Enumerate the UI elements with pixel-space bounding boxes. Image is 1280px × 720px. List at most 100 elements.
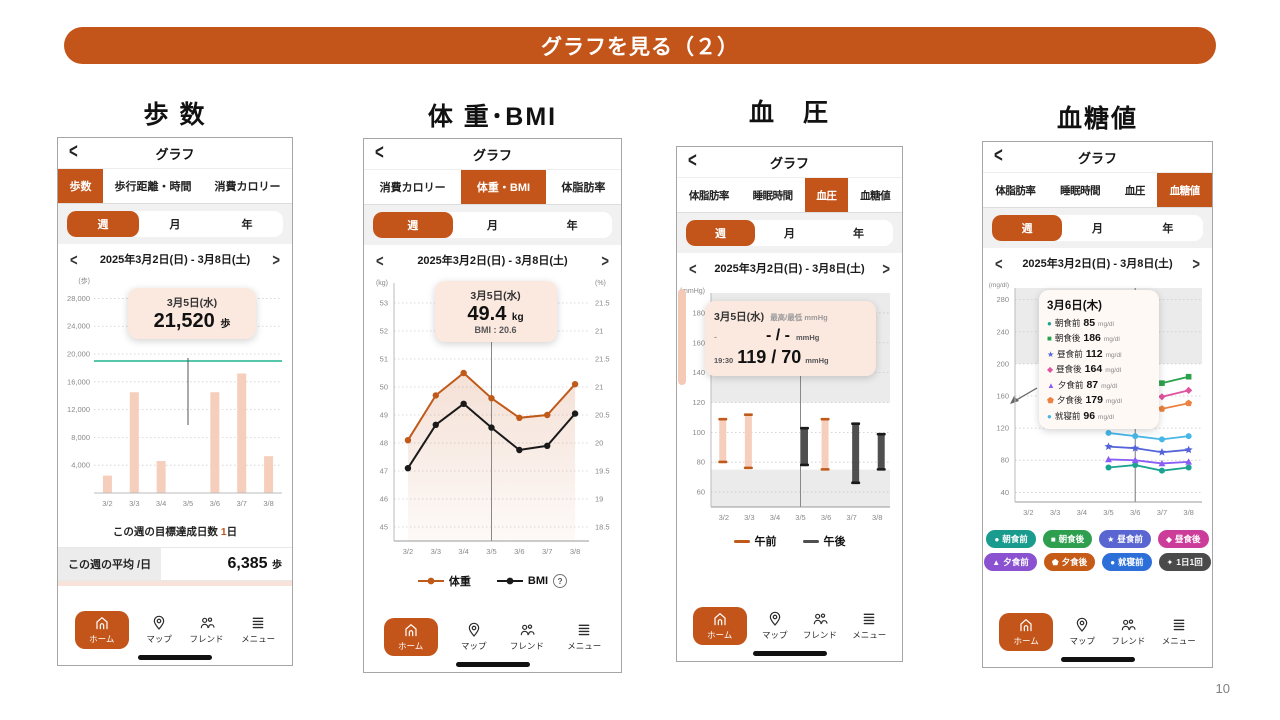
tab-歩数[interactable]: 歩数 (58, 169, 103, 203)
nav-menu[interactable]: メニュー (1162, 617, 1196, 647)
back-icon[interactable]: < (69, 139, 78, 164)
svg-text:3/6: 3/6 (514, 547, 524, 556)
tooltip-date: 3月5日(水) (166, 297, 218, 309)
svg-text:3/4: 3/4 (1077, 508, 1087, 517)
slide-title: グラフを見る（２） (541, 35, 739, 59)
nav-friends[interactable]: フレンド (1111, 617, 1145, 647)
segment-月[interactable]: 月 (784, 228, 795, 240)
next-week-icon[interactable]: > (1192, 253, 1200, 273)
tooltip-row-夕食後: ⬟ 夕食後 179 mg/dl (1047, 394, 1122, 406)
nav-menu[interactable]: メニュー (241, 615, 275, 645)
next-week-icon[interactable]: > (601, 250, 609, 270)
nav-label: マップ (762, 630, 788, 640)
svg-text:3/4: 3/4 (770, 513, 780, 522)
prev-week-icon[interactable]: < (689, 258, 697, 278)
nav-home-active[interactable]: ホーム (999, 613, 1054, 651)
tab-血圧[interactable]: 血圧 (804, 178, 849, 212)
menu-icon (1171, 617, 1187, 633)
tab-消費カロリー[interactable]: 消費カロリー (214, 181, 281, 193)
segment-週[interactable]: 週 (992, 215, 1063, 241)
nav-label: フレンド (1111, 636, 1146, 646)
nav-friends[interactable]: フレンド (510, 622, 544, 652)
next-week-icon[interactable]: > (882, 258, 890, 278)
goal-achieved-caption: この週の目標達成日数 1日 (112, 526, 238, 538)
legend-pill-昼食前[interactable]: ★ 昼食前 (1099, 530, 1151, 548)
svg-text:160: 160 (692, 338, 705, 347)
nav-map-pin[interactable]: マップ (762, 611, 788, 641)
svg-text:3/2: 3/2 (403, 547, 413, 556)
svg-text:3/7: 3/7 (236, 499, 246, 508)
prev-week-icon[interactable]: < (70, 249, 78, 269)
legend-pill-夕食前[interactable]: ▲ 夕食前 (984, 553, 1037, 571)
legend-pill-就寝前[interactable]: ● 就寝前 (1102, 553, 1152, 571)
nav-home-active[interactable]: ホーム (692, 607, 747, 645)
tab-歩行距離・時間[interactable]: 歩行距離・時間 (114, 181, 192, 193)
tab-血圧[interactable]: 血圧 (1124, 184, 1145, 197)
bottom-nav-bar: ホーム マップ フレンド メニュー (58, 607, 292, 653)
nav-label: フレンド (189, 634, 224, 644)
svg-text:28,000: 28,000 (67, 294, 90, 303)
segment-週[interactable]: 週 (373, 212, 453, 238)
segment-年[interactable]: 年 (1162, 223, 1174, 235)
prev-week-icon[interactable]: < (995, 253, 1003, 273)
legend-pill-1日1回[interactable]: ✦ 1日1回 (1158, 553, 1211, 571)
nav-home-active[interactable]: ホーム (74, 611, 129, 649)
nav-label: ホーム (707, 630, 733, 640)
svg-text:46: 46 (380, 495, 388, 504)
tab-体脂肪率[interactable]: 体脂肪率 (995, 184, 1036, 197)
legend-pill-夕食後[interactable]: ⬟ 夕食後 (1043, 553, 1096, 571)
tab-消費カロリー[interactable]: 消費カロリー (379, 182, 446, 194)
menu-icon (861, 611, 877, 627)
date-range-row: <2025年3月2日(日) - 3月8日(土) > (364, 245, 621, 275)
screen-title: グラフ (1077, 150, 1117, 166)
svg-text:21.5: 21.5 (595, 355, 610, 364)
back-icon[interactable]: < (688, 148, 697, 173)
segment-月[interactable]: 月 (1091, 223, 1103, 235)
tab-体脂肪率[interactable]: 体脂肪率 (688, 189, 729, 202)
phone-screenshot-weight: < グラフ 消費カロリー 体重・BMI 体脂肪率週 月 年 <2025年3月2日(日) - 3… (363, 138, 622, 673)
bmi-help-icon[interactable]: ? (553, 574, 568, 588)
tab-睡眠時間[interactable]: 睡眠時間 (1060, 184, 1101, 197)
segment-月[interactable]: 月 (487, 220, 498, 232)
nav-map-pin[interactable]: マップ (1070, 617, 1095, 647)
segment-年[interactable]: 年 (853, 228, 864, 240)
svg-text:50: 50 (380, 383, 388, 392)
nav-menu[interactable]: メニュー (852, 611, 886, 641)
back-icon[interactable]: < (375, 140, 384, 165)
tab-血糖値[interactable]: 血糖値 (860, 189, 891, 202)
tab-血糖値[interactable]: 血糖値 (1157, 173, 1212, 207)
segment-月[interactable]: 月 (169, 219, 181, 231)
nav-friends[interactable]: フレンド (803, 611, 837, 641)
svg-text:3/8: 3/8 (872, 513, 882, 522)
home-icon (712, 611, 728, 627)
segment-年[interactable]: 年 (241, 219, 253, 231)
tooltip-date: 3月6日(木) (1047, 300, 1102, 312)
next-week-icon[interactable]: > (272, 249, 280, 269)
nav-friends[interactable]: フレンド (190, 615, 224, 645)
tab-睡眠時間[interactable]: 睡眠時間 (752, 189, 793, 202)
segment-週[interactable]: 週 (67, 211, 139, 237)
svg-text:3/5: 3/5 (795, 513, 805, 522)
nav-label: マップ (146, 634, 172, 644)
svg-text:3/3: 3/3 (129, 499, 139, 508)
tab-体重・BMI[interactable]: 体重・BMI (461, 170, 546, 204)
nav-map-pin[interactable]: マップ (146, 615, 172, 645)
svg-text:47: 47 (380, 467, 388, 476)
back-icon[interactable]: < (994, 143, 1003, 168)
legend-pill-昼食後[interactable]: ◆ 昼食後 (1157, 530, 1209, 548)
legend-pill-朝食後[interactable]: ■ 朝食後 (1042, 530, 1093, 548)
svg-text:3/2: 3/2 (719, 513, 729, 522)
nav-menu[interactable]: メニュー (567, 622, 601, 652)
legend-pill-朝食前[interactable]: ● 朝食前 (986, 530, 1036, 548)
metric-tab-bar: 歩数 歩行距離・時間 消費カロリー (58, 168, 292, 204)
nav-home-active[interactable]: ホーム (383, 618, 438, 656)
prev-week-icon[interactable]: < (376, 250, 384, 270)
nav-map-pin[interactable]: マップ (461, 622, 487, 652)
svg-text:3/4: 3/4 (458, 547, 468, 556)
segment-年[interactable]: 年 (566, 220, 578, 232)
svg-text:80: 80 (1001, 456, 1009, 465)
segment-週[interactable]: 週 (686, 220, 755, 246)
app-header: < グラフ (983, 142, 1212, 172)
tooltip-row-夕食前: ▲ 夕食前 87 mg/dl (1047, 378, 1118, 391)
tab-体脂肪率[interactable]: 体脂肪率 (561, 182, 606, 194)
